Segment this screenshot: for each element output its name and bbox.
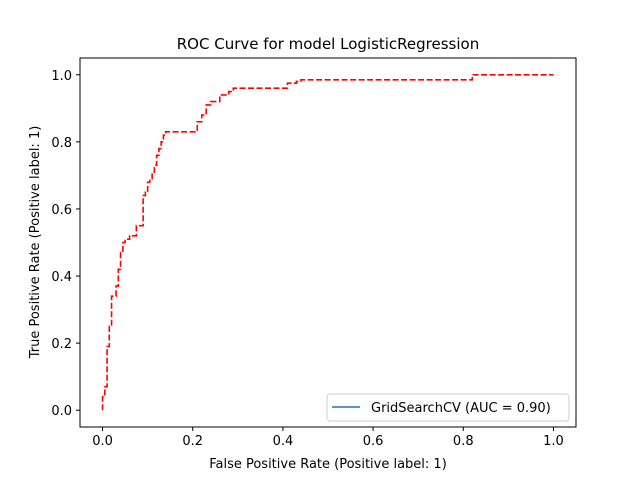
x-tick-label: 1.0 — [543, 434, 564, 449]
legend-label: GridSearchCV (AUC = 0.90) — [371, 401, 551, 416]
y-tick-label: 0.4 — [51, 270, 72, 285]
x-tick-label: 0.2 — [182, 434, 203, 449]
plot-area — [101, 73, 554, 411]
x-axis: 0.0 0.2 0.4 0.6 0.8 1.0 — [92, 427, 564, 449]
chart-title: ROC Curve for model LogisticRegression — [177, 35, 479, 53]
y-tick-label: 1.0 — [51, 69, 72, 84]
y-tick-label: 0.0 — [51, 404, 72, 419]
x-tick-label: 0.6 — [363, 434, 384, 449]
roc-curve-line — [101, 73, 554, 411]
y-axis: 0.0 0.2 0.4 0.6 0.8 1.0 — [51, 69, 80, 419]
x-tick-label: 0.4 — [273, 434, 294, 449]
x-tick-label: 0.0 — [92, 434, 113, 449]
y-tick-label: 0.2 — [51, 337, 72, 352]
legend-box — [326, 393, 570, 422]
y-tick-label: 0.8 — [51, 136, 72, 151]
y-tick-label: 0.6 — [51, 203, 72, 218]
x-axis-label: False Positive Rate (Positive label: 1) — [209, 457, 447, 472]
y-axis-label: True Positive Rate (Positive label: 1) — [28, 126, 43, 360]
plot-frame — [79, 57, 577, 428]
legend: GridSearchCV (AUC = 0.90) — [326, 393, 570, 422]
x-tick-label: 0.8 — [453, 434, 474, 449]
